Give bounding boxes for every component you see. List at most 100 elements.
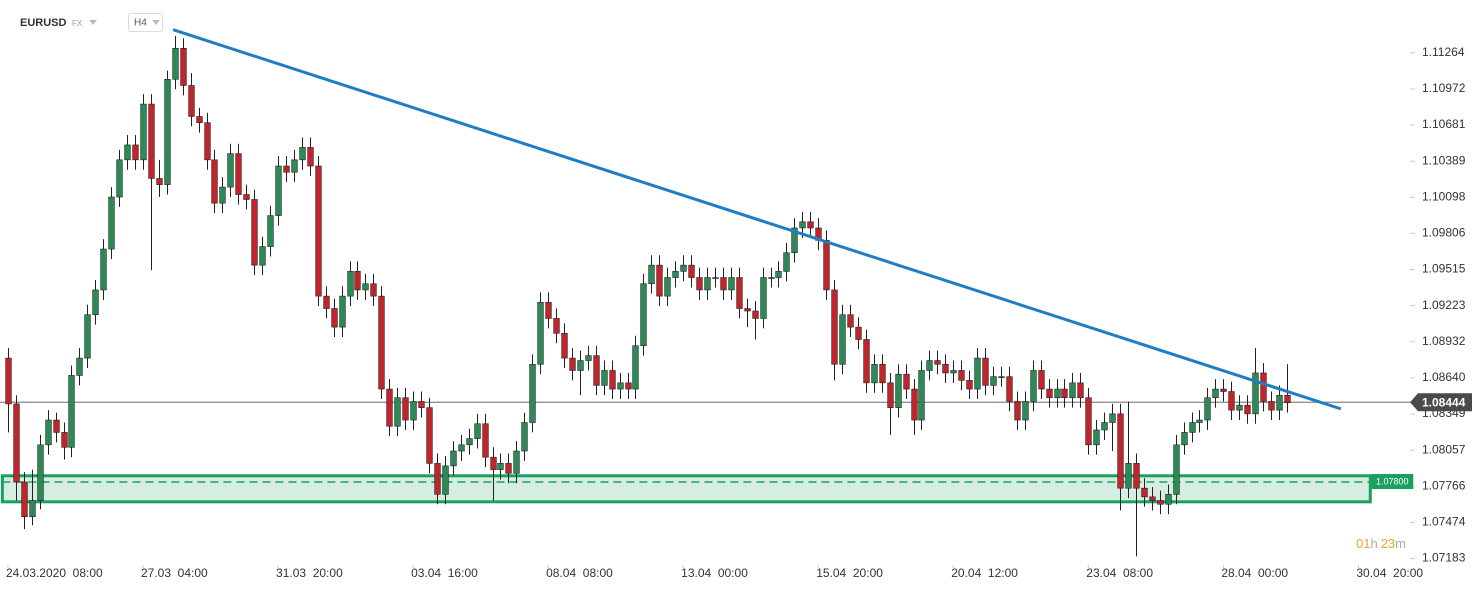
- candle-body: [728, 277, 735, 291]
- candle: [370, 273, 377, 307]
- candle: [760, 267, 767, 329]
- candle-body: [1165, 494, 1172, 505]
- candle: [895, 364, 902, 418]
- candle: [1181, 422, 1188, 455]
- candle: [402, 387, 409, 430]
- candle: [1141, 478, 1148, 507]
- candle: [474, 413, 481, 449]
- x-tick-label: 03.04 16:00: [411, 566, 478, 580]
- candle: [752, 301, 759, 340]
- candle: [1236, 395, 1243, 421]
- candle: [378, 286, 385, 399]
- candle: [561, 323, 568, 368]
- x-tick-label: 20.04 12:00: [951, 566, 1018, 580]
- countdown-part: 01: [1356, 536, 1370, 551]
- candle-body: [458, 444, 465, 452]
- candle: [243, 184, 250, 210]
- candle-body: [243, 194, 250, 200]
- candle-body: [1109, 413, 1116, 423]
- y-tick-label: 1.07183: [1422, 551, 1466, 565]
- candle: [227, 143, 234, 198]
- candle-body: [227, 153, 234, 188]
- candle-body: [990, 376, 997, 386]
- candle: [1244, 395, 1251, 424]
- candle: [688, 255, 695, 288]
- candle: [13, 395, 20, 501]
- symbol-dropdown[interactable]: [89, 20, 97, 25]
- candle-body: [1189, 422, 1196, 433]
- candle: [92, 280, 99, 325]
- candle: [68, 365, 75, 458]
- candle-body: [505, 463, 512, 474]
- candle-body: [831, 289, 838, 365]
- candle: [1276, 385, 1283, 421]
- candle-body: [879, 363, 886, 384]
- candle: [871, 354, 878, 393]
- candle: [640, 273, 647, 356]
- candle: [140, 94, 147, 170]
- candle: [37, 434, 44, 510]
- candle: [1149, 486, 1156, 511]
- timeframe-box[interactable]: [128, 13, 163, 32]
- candle: [839, 304, 846, 375]
- timeframe[interactable]: H4: [134, 18, 147, 29]
- support-zone: [0, 474, 1372, 504]
- candle-body: [1125, 463, 1132, 489]
- candle-body: [29, 500, 36, 517]
- candle: [593, 345, 600, 396]
- candle-body: [235, 153, 242, 195]
- candle-body: [124, 144, 131, 161]
- candle: [315, 156, 322, 307]
- timeframe-dropdown[interactable]: [152, 20, 160, 25]
- candle: [791, 218, 798, 263]
- y-tick-label: 1.07474: [1422, 515, 1466, 529]
- candle-body: [434, 463, 441, 495]
- candle: [1189, 412, 1196, 443]
- candle: [1006, 366, 1013, 412]
- candle-body: [418, 401, 425, 408]
- candle-body: [791, 227, 798, 254]
- candle: [164, 70, 171, 195]
- candle-body: [188, 85, 195, 117]
- candle: [1165, 484, 1172, 515]
- x-tick-label: 23.04 08:00: [1086, 566, 1153, 580]
- candle-body: [1085, 397, 1092, 446]
- candle: [76, 348, 83, 386]
- candle-body: [895, 373, 902, 408]
- candle-body: [839, 314, 846, 365]
- candle-body: [1117, 413, 1124, 489]
- candle: [712, 267, 719, 288]
- candle-body: [323, 295, 330, 309]
- candle-body: [45, 419, 52, 446]
- candle: [942, 354, 949, 383]
- candle-body: [1252, 372, 1259, 415]
- candle-body: [116, 159, 123, 198]
- candle: [577, 350, 584, 396]
- y-tick-label: 1.09223: [1422, 298, 1466, 312]
- candle: [386, 379, 393, 437]
- candle: [632, 335, 639, 399]
- candle-body: [648, 264, 655, 285]
- candle: [545, 292, 552, 329]
- symbol[interactable]: EURUSD: [20, 17, 67, 29]
- candle-body: [911, 388, 918, 421]
- candle-body: [887, 382, 894, 408]
- candle-body: [299, 147, 306, 161]
- candle: [1038, 360, 1045, 399]
- candle-body: [450, 450, 457, 467]
- candle-body: [632, 345, 639, 390]
- candle-body: [672, 271, 679, 278]
- candle: [61, 422, 68, 460]
- candle: [680, 255, 687, 282]
- candle-body: [13, 403, 20, 483]
- candle-body: [426, 407, 433, 464]
- candle: [196, 107, 203, 133]
- candle: [180, 38, 187, 96]
- candle-body: [1022, 401, 1029, 421]
- y-tick-label: 1.10389: [1422, 153, 1466, 167]
- candle: [625, 372, 632, 399]
- trendline: [172, 28, 1342, 411]
- level-label: 1.07800: [1376, 476, 1409, 486]
- candle-body: [617, 382, 624, 390]
- candle: [116, 149, 123, 207]
